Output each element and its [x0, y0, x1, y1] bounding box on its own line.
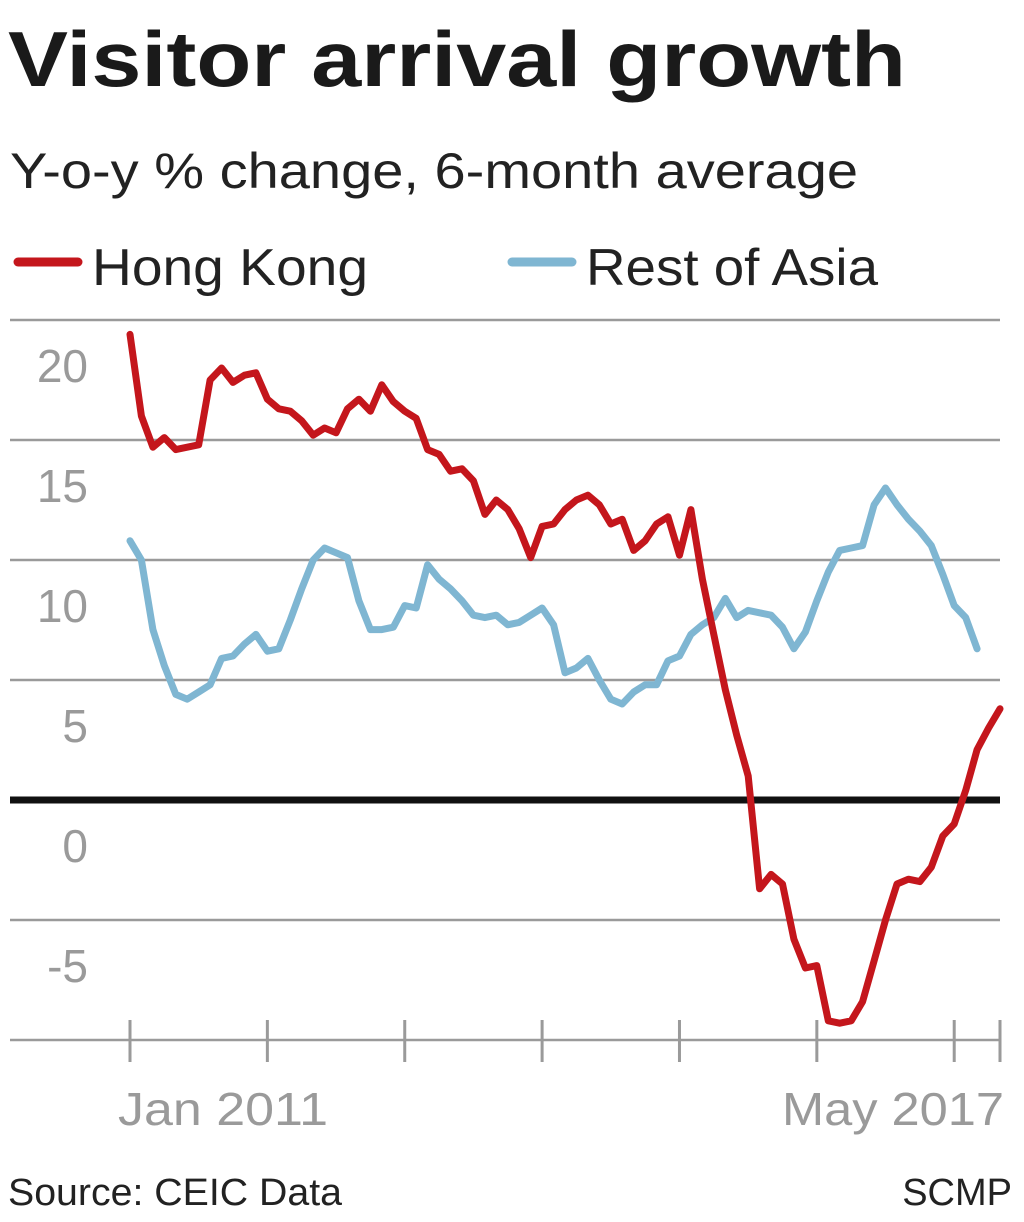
legend-label-rest-of-asia: Rest of Asia: [586, 239, 878, 297]
series-lines: [126, 330, 1004, 1027]
gridlines: [10, 318, 1000, 1042]
series-line-rest-of-asia: [126, 484, 981, 708]
y-axis: 20 15 10 5 0 -5: [37, 340, 88, 992]
credit: SCMP: [902, 1172, 1012, 1214]
y-tick-label: 0: [62, 820, 88, 872]
y-tick-label: 20: [37, 340, 88, 392]
y-tick-label: 5: [62, 700, 88, 752]
y-tick-label: 15: [37, 460, 88, 512]
x-tick-label-end: May 2017: [782, 1083, 1004, 1135]
source-note: Source: CEIC Data: [8, 1172, 343, 1214]
y-tick-label: -5: [47, 940, 88, 992]
legend-label-hong-kong: Hong Kong: [92, 239, 368, 297]
legend: Hong Kong Rest of Asia: [13, 239, 878, 297]
x-tick-label-start: Jan 2011: [118, 1083, 328, 1135]
chart-title: Visitor arrival growth: [8, 15, 906, 103]
chart-subtitle: Y-o-y % change, 6-month average: [10, 143, 858, 199]
series-line-hong-kong: [126, 330, 1004, 1027]
x-axis: [128, 1020, 1002, 1062]
y-tick-label: 10: [37, 580, 88, 632]
